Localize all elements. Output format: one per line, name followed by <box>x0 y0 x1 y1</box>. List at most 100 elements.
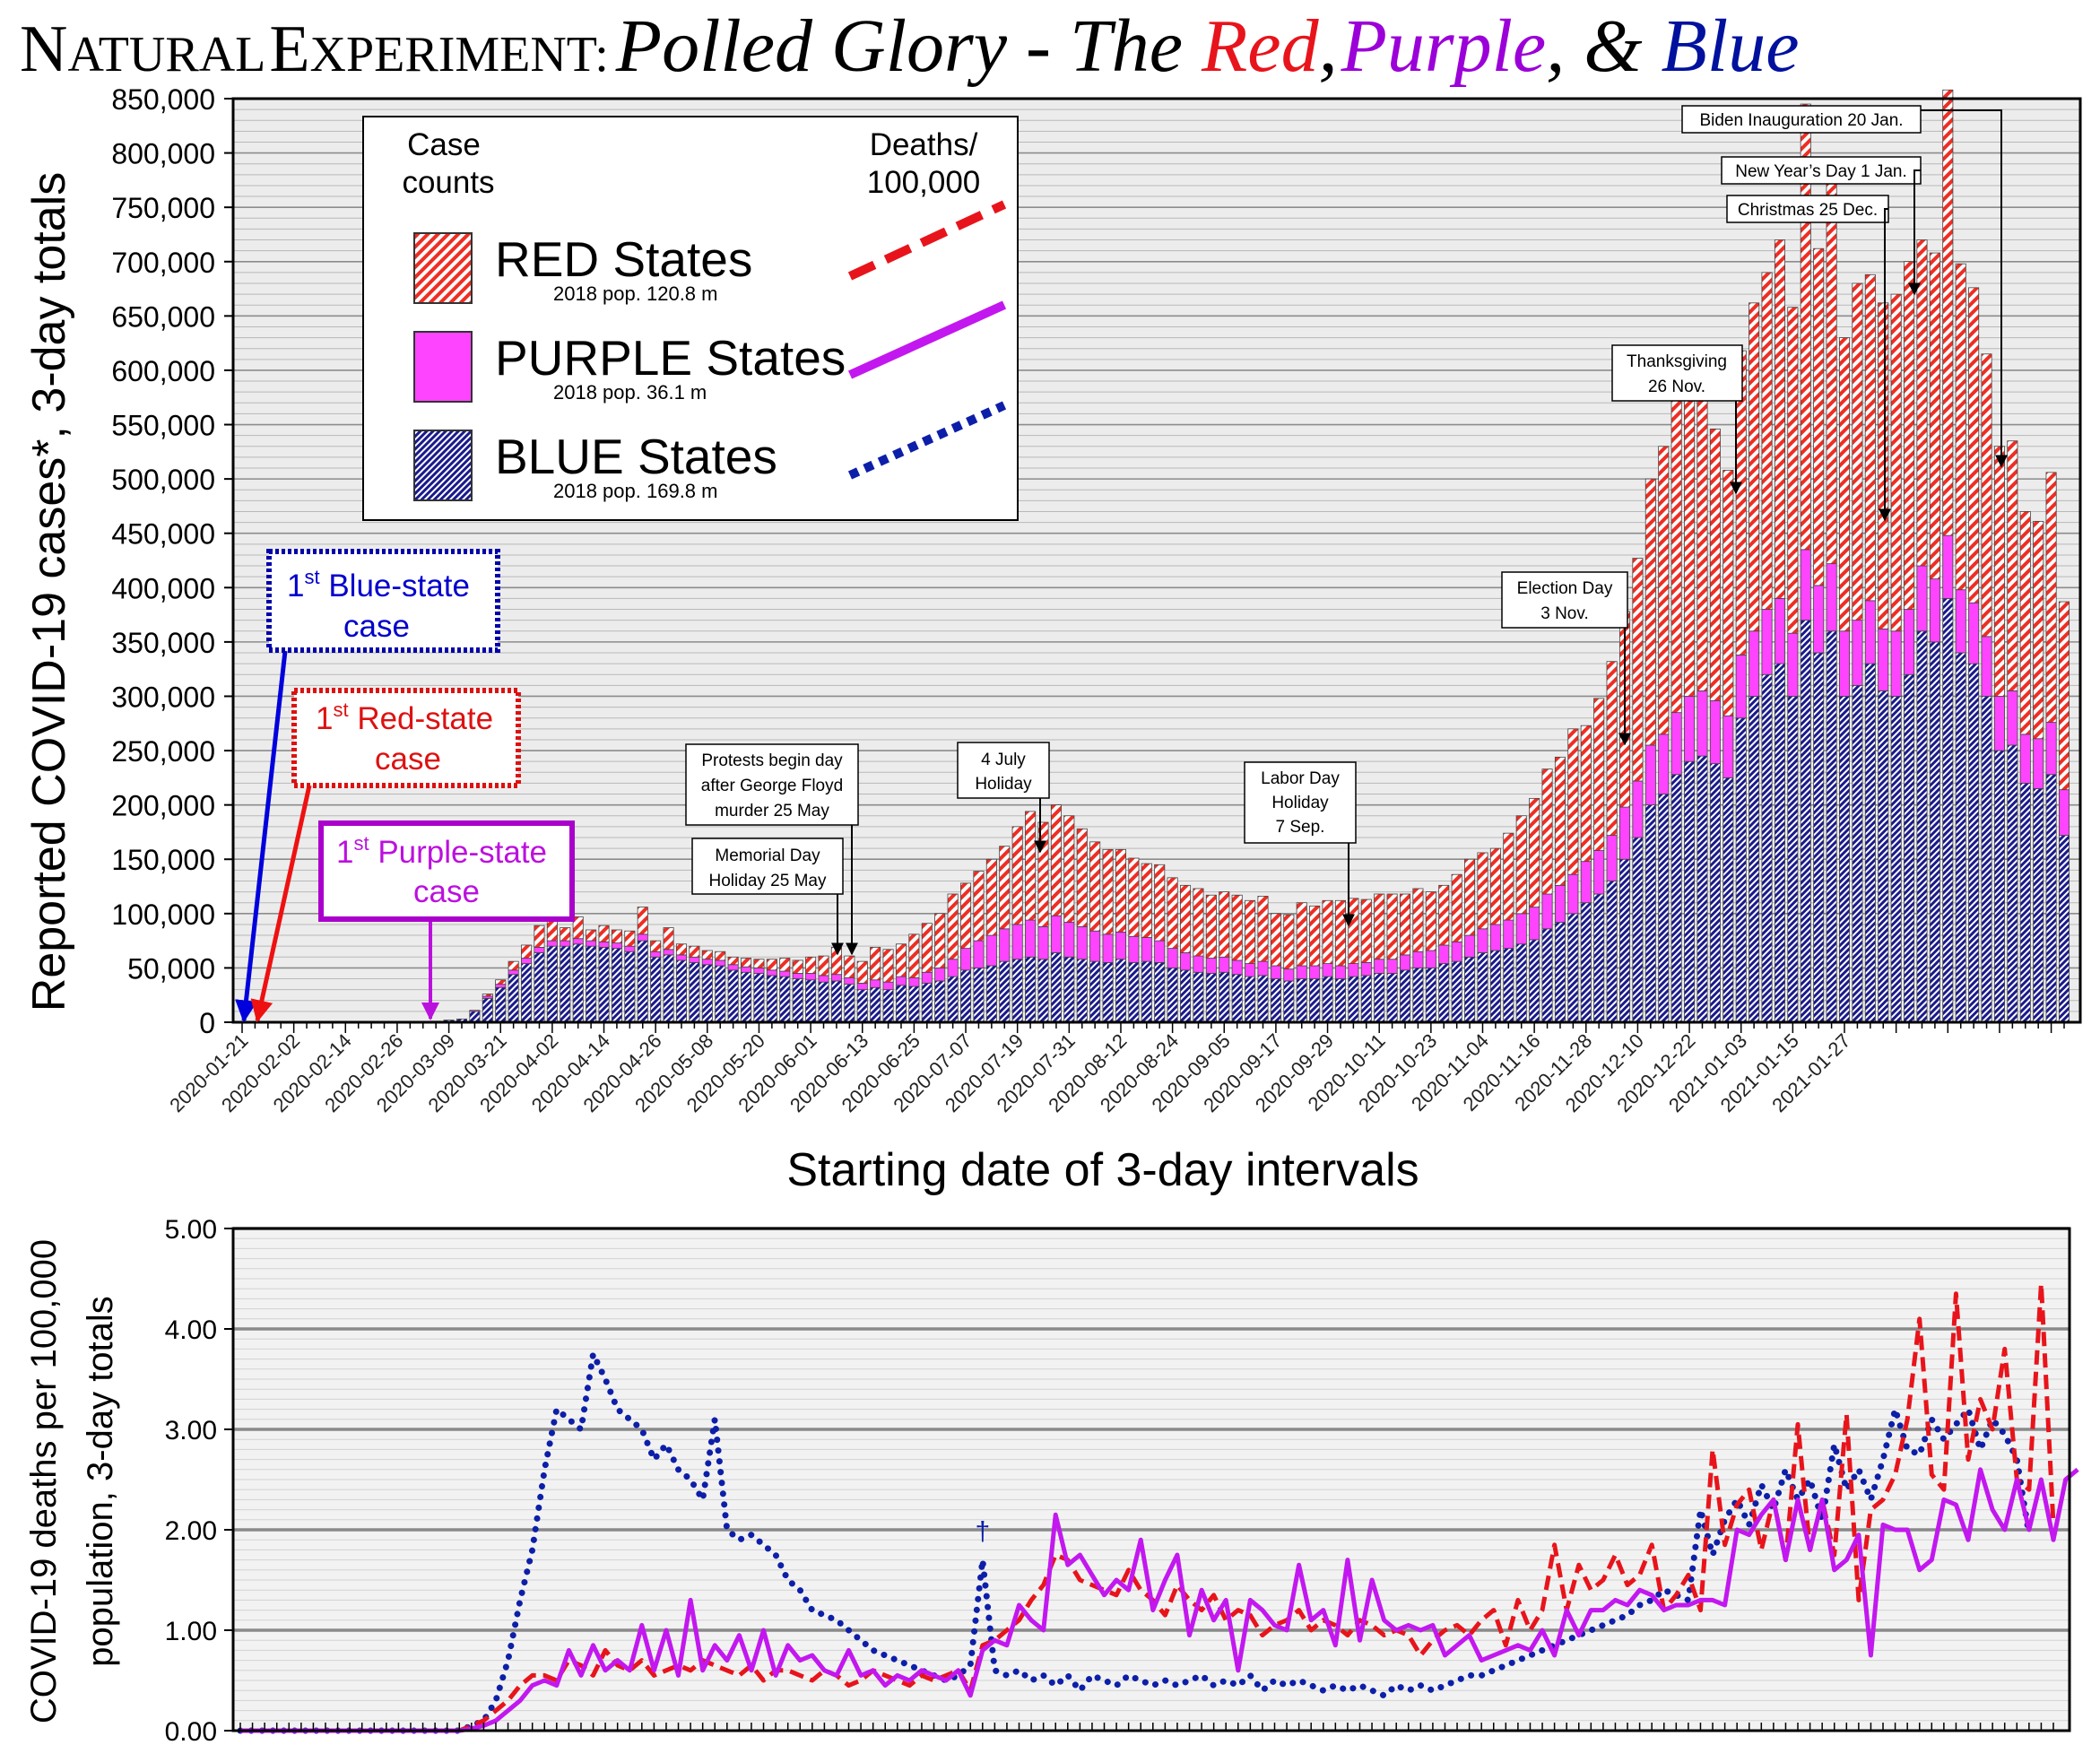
bar-blue <box>1334 978 1346 1023</box>
bar-red <box>715 951 726 961</box>
bar-blue <box>870 986 881 1023</box>
bar-red <box>508 960 519 971</box>
bar-red <box>1270 913 1281 967</box>
bar-red <box>1400 893 1411 956</box>
bar-red <box>1231 894 1243 961</box>
bar-blue <box>999 960 1011 1023</box>
bar-blue <box>753 973 765 1023</box>
bar-blue <box>546 945 558 1023</box>
bar-red <box>1800 103 1811 551</box>
bar-purple <box>1386 959 1398 974</box>
bar-blue <box>805 979 817 1023</box>
bar-purple <box>1063 922 1075 958</box>
bottom-chart: 0.00 1.00 2.00 3.00 4.00 5.00 COVID-19 deaths… <box>24 1215 2079 1745</box>
top-y-tick-label: 300,000 <box>111 681 215 713</box>
bar-purple <box>1231 959 1243 976</box>
bar-blue <box>1400 969 1411 1023</box>
title-purple: Purple <box>1341 4 1547 88</box>
bar-blue <box>2033 788 2044 1023</box>
bar-purple <box>1167 948 1178 968</box>
bar-blue <box>1257 975 1269 1023</box>
bar-purple <box>947 959 959 977</box>
bar-red <box>1219 891 1230 958</box>
bar-red <box>1412 888 1424 952</box>
bar-blue <box>701 964 713 1023</box>
bar-blue <box>1942 598 1954 1023</box>
bar-red <box>1916 239 1928 567</box>
bar-blue <box>856 989 868 1023</box>
bar-blue <box>1787 696 1799 1023</box>
bar-red <box>1128 857 1140 937</box>
bar-blue <box>960 969 972 1023</box>
bar-red <box>1749 302 1760 632</box>
bar-blue <box>1050 952 1062 1023</box>
top-bars <box>430 89 2070 1023</box>
top-chart: 0 50,000 100,000 150,000 200,000 250,000 300,0… <box>23 83 2082 1196</box>
bar-blue <box>1735 717 1747 1023</box>
deaths-line-blue <box>237 1350 2033 1734</box>
bar-purple <box>1618 806 1631 860</box>
bar-blue <box>908 985 920 1023</box>
bar-blue <box>1154 961 1166 1023</box>
bar-purple <box>1761 609 1773 675</box>
bar-red <box>1438 884 1450 946</box>
bar-blue <box>1219 971 1230 1023</box>
bar-purple <box>1219 956 1230 973</box>
top-x-axis-label: Starting date of 3-day intervals <box>786 1144 1419 1196</box>
bar-purple <box>701 959 713 966</box>
legend-label-purple: PURPLE States <box>495 330 846 386</box>
bar-blue <box>1618 858 1631 1023</box>
bar-purple <box>1878 628 1889 691</box>
bar-blue <box>1386 973 1398 1023</box>
top-y-tick-label: 500,000 <box>111 464 215 496</box>
bar-red <box>1993 446 2005 697</box>
annotation-protests-text-3: murder 25 May <box>715 802 829 820</box>
bar-purple <box>611 942 622 949</box>
top-y-tick-label: 600,000 <box>111 355 215 387</box>
top-y-tick-label: 350,000 <box>111 627 215 659</box>
bar-blue <box>818 981 829 1023</box>
bar-red <box>1141 863 1152 938</box>
bar-purple <box>1348 963 1359 977</box>
bar-red <box>1567 728 1579 875</box>
bar-red <box>1360 899 1372 963</box>
bar-red <box>1025 811 1037 921</box>
bar-blue <box>1503 948 1514 1023</box>
bar-red <box>1955 263 1966 591</box>
bar-blue <box>1658 794 1670 1023</box>
bar-purple <box>908 977 920 987</box>
bar-purple <box>1709 699 1721 764</box>
bar-blue <box>1464 956 1476 1023</box>
bar-purple <box>1257 960 1269 977</box>
bar-blue <box>1696 755 1708 1023</box>
first-blue-case-callout: 1st Blue-state case <box>235 549 500 1023</box>
bar-purple <box>1852 620 1863 686</box>
bar-purple <box>1245 963 1256 977</box>
bar-purple <box>1632 780 1644 838</box>
bar-red <box>1942 89 1954 536</box>
annotation-protests: Protests begin day after George Floyd mu… <box>685 743 859 956</box>
bar-blue <box>675 959 688 1023</box>
bar-red <box>675 943 688 956</box>
dagger-mark: † <box>975 1517 990 1547</box>
top-y-tick-label: 850,000 <box>111 83 215 116</box>
first-blue-case-text-3: case <box>343 609 410 644</box>
first-purple-case-text-1: 1 <box>336 835 353 870</box>
bar-purple <box>1412 951 1424 968</box>
bar-purple <box>792 973 803 979</box>
bar-blue <box>521 963 533 1023</box>
bar-red <box>1658 446 1670 735</box>
first-red-case-text: 1st Red-state <box>316 699 493 736</box>
annotation-christmas-box <box>1726 195 1889 223</box>
first-purple-case-text-3: case <box>413 874 480 909</box>
bar-purple <box>650 951 662 958</box>
bar-red <box>895 943 907 977</box>
bar-blue <box>779 976 791 1023</box>
annotation-july-4-box <box>957 742 1050 799</box>
bar-blue <box>727 969 739 1023</box>
annotation-election-day-text-1: Election Day <box>1517 579 1613 598</box>
bar-blue <box>586 945 597 1023</box>
bar-purple <box>508 969 519 976</box>
bottom-y-axis-label-1: COVID-19 deaths per 100,000 <box>24 1239 64 1723</box>
bar-purple <box>1916 565 1928 632</box>
